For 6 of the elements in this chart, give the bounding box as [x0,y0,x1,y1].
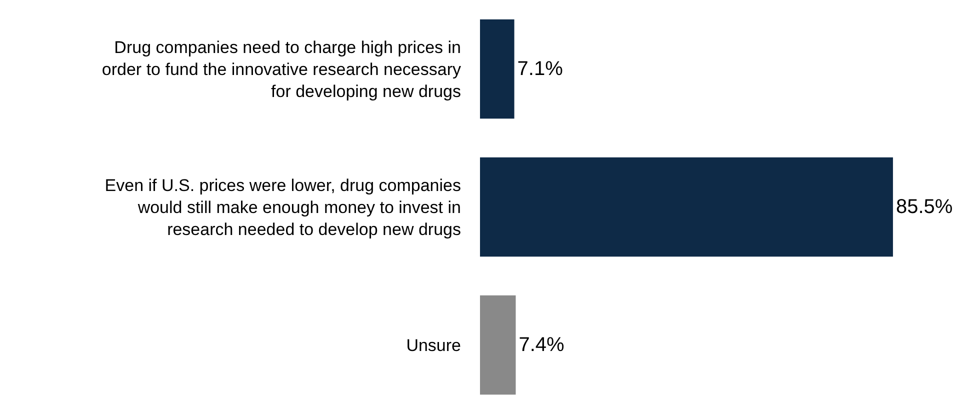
data-label: 7.1% [517,58,564,80]
data-label: 85.5% [896,196,953,218]
y-tick-label: Unsure [406,336,461,355]
data-label: 7.4% [518,334,565,356]
y-tick-label: Drug companies need to charge high prices in order to fund the innovative research necessary for developing new drugs [102,38,462,102]
y-tick-label: Even if U.S. prices were lower, drug companies would still make enough money to invest in research needed to develop new drugs [104,176,461,240]
